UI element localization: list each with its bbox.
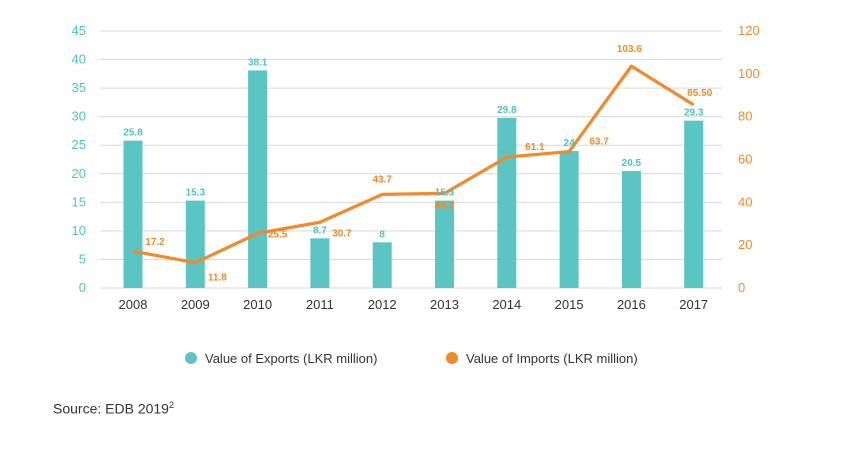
export-data-label: 20.5 bbox=[622, 158, 642, 169]
import-data-label: 43.7 bbox=[372, 174, 392, 185]
x-axis-tick-label: 2009 bbox=[181, 297, 210, 312]
import-data-label: 44.2 bbox=[435, 200, 455, 211]
import-data-label: 63.7 bbox=[589, 137, 609, 148]
left-axis-tick-label: 40 bbox=[72, 52, 86, 67]
export-data-label: 29.8 bbox=[497, 105, 517, 116]
export-data-label: 15.3 bbox=[186, 188, 206, 199]
right-axis-tick-label: 120 bbox=[738, 23, 760, 38]
export-bar bbox=[123, 140, 143, 288]
import-series-line bbox=[132, 64, 695, 265]
export-data-label: 8.7 bbox=[313, 225, 327, 236]
left-axis-tick-label: 45 bbox=[72, 23, 86, 38]
export-data-label: 38.1 bbox=[248, 57, 268, 68]
x-axis-tick-label: 2013 bbox=[430, 297, 459, 312]
legend-imports-marker bbox=[446, 352, 458, 364]
source-footnote-mark: 2 bbox=[168, 400, 174, 410]
import-data-label: 61.1 bbox=[525, 142, 545, 153]
left-axis-tick-label: 20 bbox=[72, 166, 86, 181]
chart: 0 5 10 15 20 25 30 35 40 45 0 20 40 60 80 100 120 2008 200… bbox=[72, 23, 760, 366]
legend-exports-label: Value of Exports (LKR million) bbox=[205, 351, 377, 366]
right-axis-tick-label: 80 bbox=[738, 109, 752, 124]
left-axis-tick-label: 25 bbox=[72, 137, 86, 152]
right-axis-tick-label: 20 bbox=[738, 237, 752, 252]
export-data-label: 29.3 bbox=[684, 108, 704, 119]
x-axis-tick-label: 2017 bbox=[679, 297, 708, 312]
export-bar bbox=[372, 242, 392, 288]
x-axis-tick-label: 2011 bbox=[306, 297, 334, 312]
export-bar bbox=[621, 170, 641, 288]
data-labels: 25.8 15.3 38.1 8.7 8 15.3 29.8 24 20.5 29.3 17.2 11… bbox=[123, 44, 712, 284]
left-axis-tick-label: 15 bbox=[72, 194, 86, 209]
export-data-label: 15.3 bbox=[435, 188, 455, 199]
x-axis-tick-label: 2016 bbox=[617, 297, 646, 312]
import-data-label: 30.7 bbox=[332, 228, 352, 239]
legend-exports-marker bbox=[185, 352, 197, 364]
export-data-label: 25.8 bbox=[123, 128, 143, 139]
import-data-label: 85.50 bbox=[687, 88, 712, 99]
x-axis-tick-label: 2015 bbox=[555, 297, 584, 312]
source-note: Source: EDB 20192 bbox=[53, 400, 174, 417]
import-line bbox=[132, 64, 695, 265]
x-axis-tick-label: 2012 bbox=[368, 297, 397, 312]
right-axis-tick-label: 0 bbox=[738, 280, 745, 295]
left-axis-tick-label: 10 bbox=[72, 223, 86, 238]
legend: Value of Exports (LKR million) Value of … bbox=[185, 351, 638, 366]
left-axis-tick-label: 30 bbox=[72, 109, 86, 124]
right-axis-tick-label: 100 bbox=[738, 66, 760, 81]
legend-imports-label: Value of Imports (LKR million) bbox=[466, 351, 638, 366]
export-bar bbox=[185, 200, 205, 288]
export-bar bbox=[310, 238, 330, 288]
x-axis-tick-label: 2008 bbox=[119, 297, 148, 312]
right-axis-tick-label: 60 bbox=[738, 152, 752, 167]
right-axis-tick-label: 40 bbox=[738, 194, 752, 209]
export-bars bbox=[123, 70, 704, 288]
source-text: Source: EDB 2019 bbox=[53, 400, 169, 417]
import-data-label: 17.2 bbox=[145, 237, 165, 248]
import-data-label: 25.5 bbox=[268, 229, 288, 240]
x-axis-tick-label: 2010 bbox=[243, 297, 272, 312]
export-bar bbox=[248, 70, 268, 288]
axis-ticks: 0 5 10 15 20 25 30 35 40 45 0 20 40 60 80 100 120 2008 200… bbox=[72, 23, 760, 312]
export-bar bbox=[559, 150, 579, 288]
left-axis-tick-label: 35 bbox=[72, 80, 86, 95]
export-bar bbox=[684, 120, 704, 288]
export-data-label: 8 bbox=[379, 229, 385, 240]
x-axis-tick-label: 2014 bbox=[492, 297, 521, 312]
export-bar bbox=[497, 117, 517, 288]
left-axis-tick-label: 5 bbox=[79, 251, 86, 266]
export-bar bbox=[435, 200, 454, 288]
import-data-label: 11.8 bbox=[208, 273, 227, 284]
export-data-label: 24 bbox=[564, 138, 576, 149]
import-data-label: 103.6 bbox=[617, 44, 642, 55]
left-axis-tick-label: 0 bbox=[79, 280, 86, 295]
